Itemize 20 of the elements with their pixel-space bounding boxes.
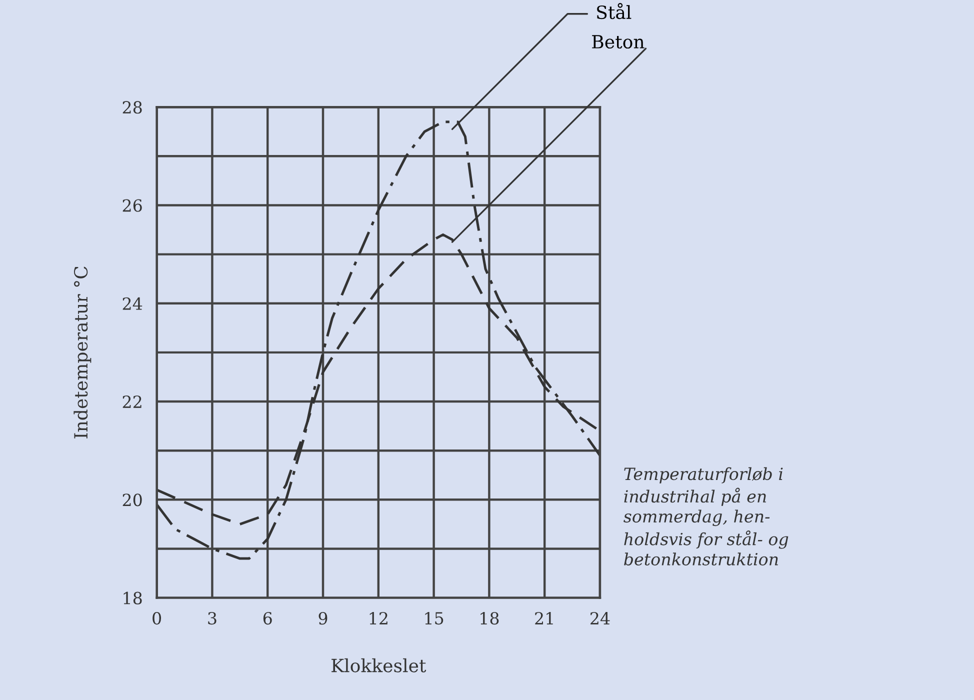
x-axis-title: Klokkeslet [332, 658, 426, 672]
y-tick-label: 24 [122, 297, 142, 310]
x-tick-label: 6 [263, 612, 272, 625]
y-tick-label: 20 [122, 494, 142, 506]
x-tick-label: 3 [208, 612, 216, 625]
y-tick-label: 28 [122, 101, 142, 114]
text: Temperaturforløb i industrihal på en sommerdag, hen- holdsvis for stål- og betonkonstruktion [624, 467, 788, 566]
text: Beton [592, 35, 644, 49]
x-tick-label: 15 [425, 612, 444, 625]
x-tick-label: 9 [318, 612, 328, 625]
x-tick-label: 18 [480, 612, 499, 625]
x-tick-label: 12 [370, 612, 388, 624]
x-tick-label: 21 [535, 612, 553, 624]
x-tick-label: 24 [590, 612, 610, 624]
y-tick-label: 18 [124, 592, 142, 604]
text: Stål [597, 2, 632, 20]
x-tick-label: 0 [152, 612, 162, 625]
y-axis-title: Indetemperatur °C [74, 266, 92, 438]
y-tick-label: 26 [122, 199, 142, 212]
y-tick-label: 22 [122, 395, 142, 408]
